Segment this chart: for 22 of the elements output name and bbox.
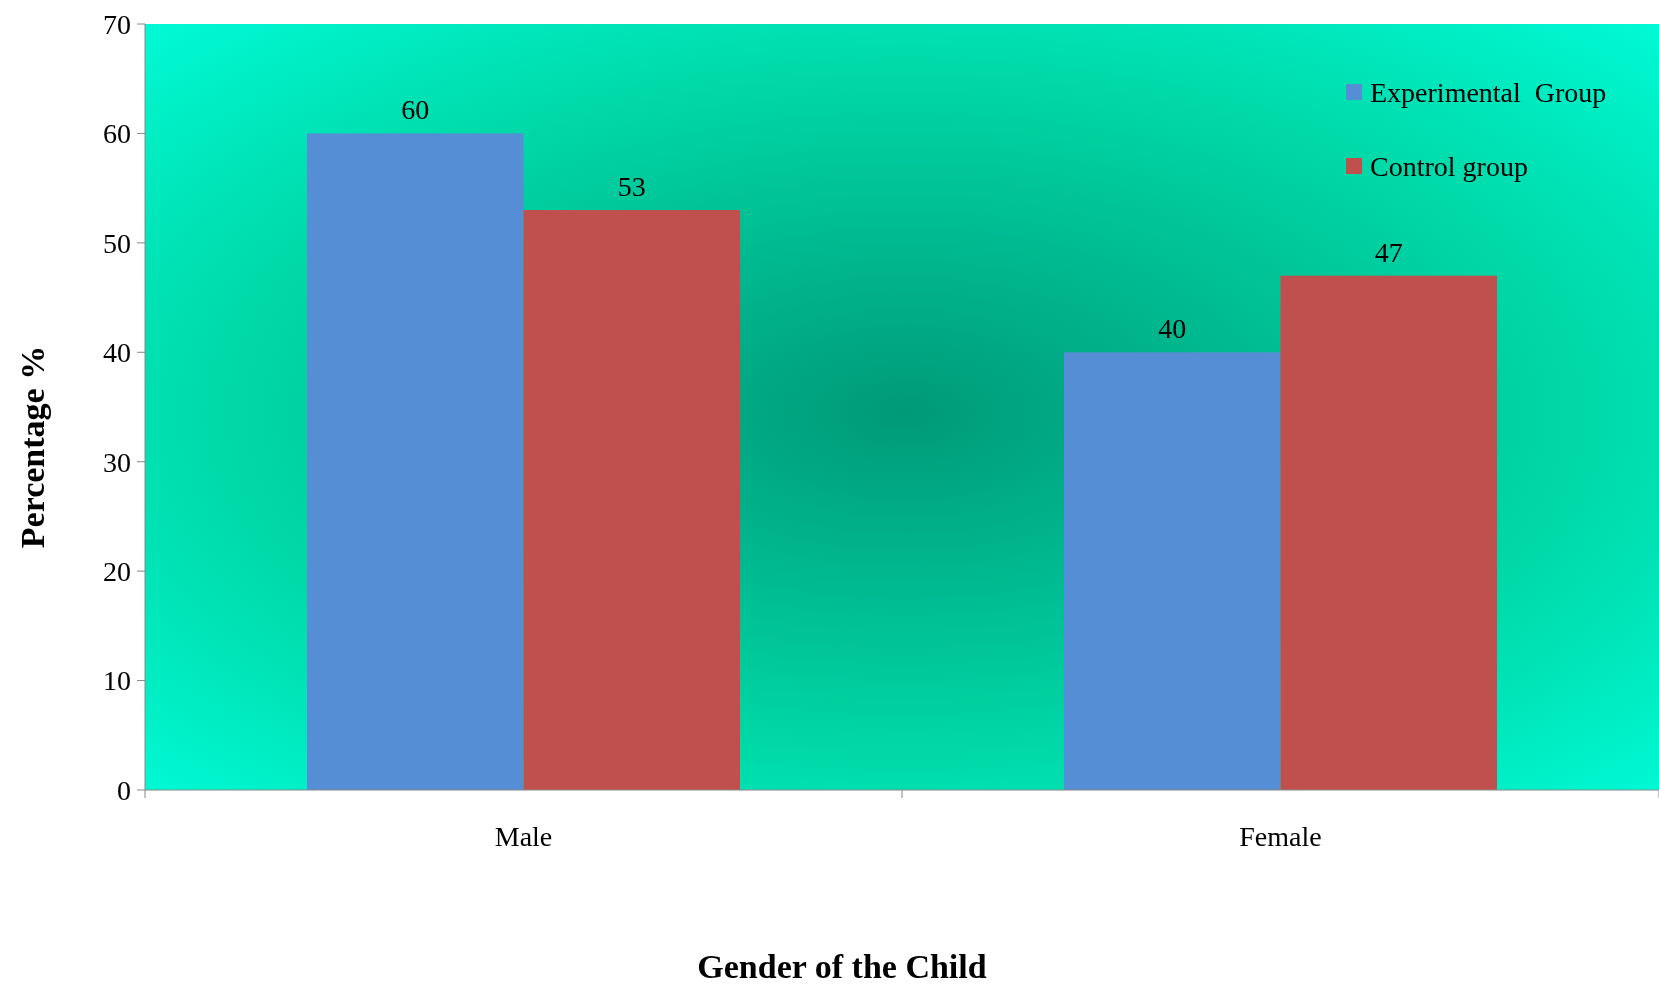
x-tick-label: Female [1239, 821, 1322, 852]
legend-label: Control group [1370, 150, 1528, 182]
y-tick-label: 10 [103, 665, 131, 697]
data-label: 60 [401, 94, 430, 126]
y-tick-label: 0 [117, 774, 131, 806]
x-axis-title: Gender of the Child [697, 948, 987, 985]
data-label: 53 [617, 171, 646, 203]
bar [1064, 352, 1281, 790]
y-axis-title: Percentage % [14, 345, 51, 549]
bar [1280, 275, 1497, 790]
y-tick-label: 70 [103, 8, 131, 40]
data-label: 40 [1158, 313, 1187, 345]
y-tick-label: 50 [103, 227, 131, 259]
legend-label: Experimental Group [1370, 76, 1607, 108]
y-tick-label: 20 [103, 555, 131, 587]
data-label: 47 [1374, 236, 1403, 268]
x-tick-label: Male [494, 821, 553, 852]
bar [307, 133, 524, 790]
y-tick-label: 30 [103, 446, 131, 478]
bar [523, 210, 740, 790]
y-tick-label: 40 [103, 337, 131, 369]
y-tick-label: 60 [103, 118, 131, 150]
